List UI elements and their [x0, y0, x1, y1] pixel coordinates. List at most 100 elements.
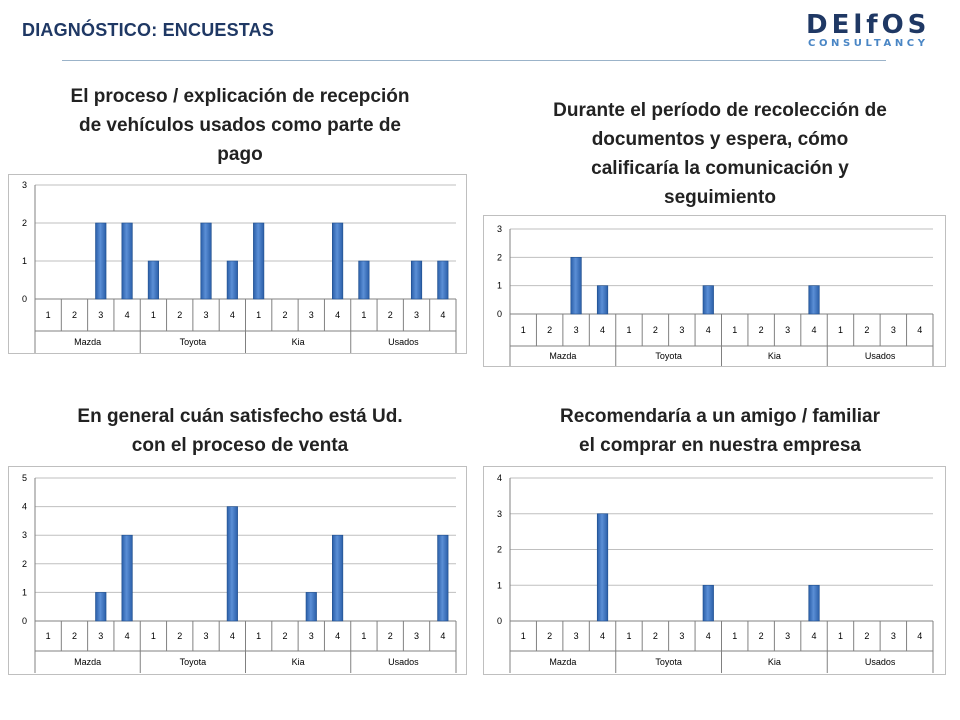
chart-1-svg: 0 1 2 3 1 2 3 4 1 2 3 4 1 2 3 4 1 2 3 4 Mazda Toyota Kia Usados [22, 180, 457, 353]
x-tick-label: 4 [335, 310, 340, 320]
x-tick-label: 2 [759, 631, 764, 641]
x-tick-label: 1 [151, 310, 156, 320]
chart-3: 0 1 2 3 4 5 1 2 3 4 1 2 3 4 1 2 3 4 1 2 3 4 Mazda Toyota Kia Usad… [8, 466, 467, 675]
group-label: Mazda [549, 351, 576, 361]
x-tick-label: 4 [812, 325, 817, 335]
y-tick-label: 0 [497, 309, 502, 319]
chart-4-title-line: Recomendaría a un amigo / familiar [560, 406, 880, 427]
bar [121, 222, 133, 300]
x-tick-label: 4 [125, 631, 130, 641]
x-tick-label: 2 [864, 631, 869, 641]
x-tick-label: 3 [204, 631, 209, 641]
chart-3-title-line: con el proceso de venta [131, 435, 349, 456]
x-tick-label: 1 [361, 631, 366, 641]
x-tick-label: 1 [256, 631, 261, 641]
x-tick-label: 1 [626, 631, 631, 641]
x-tick-label: 3 [414, 310, 419, 320]
chart-3-title: En general cuán satisfecho está Ud. con … [18, 402, 462, 460]
x-tick-label: 2 [177, 310, 182, 320]
x-tick-label: 2 [177, 631, 182, 641]
y-tick-label: 4 [497, 473, 502, 483]
chart-2-title-line: documentos y espera, cómo [591, 129, 849, 150]
y-tick-label: 1 [497, 281, 502, 291]
x-tick-label: 3 [414, 631, 419, 641]
x-tick-label: 4 [917, 325, 922, 335]
bar [121, 534, 133, 622]
bar [808, 584, 820, 622]
logo-tagline: CONSULTANCY [808, 38, 929, 49]
bar [200, 222, 212, 300]
x-tick-label: 3 [309, 310, 314, 320]
y-tick-label: 3 [22, 180, 27, 190]
bar [147, 260, 159, 300]
x-tick-label: 4 [440, 631, 445, 641]
x-tick-label: 3 [891, 631, 896, 641]
x-tick-label: 2 [864, 325, 869, 335]
x-tick-label: 4 [230, 631, 235, 641]
x-tick-label: 3 [891, 325, 896, 335]
x-tick-label: 2 [282, 310, 287, 320]
x-tick-label: 4 [230, 310, 235, 320]
y-tick-label: 2 [497, 545, 502, 555]
bar [332, 222, 344, 300]
y-tick-label: 5 [22, 473, 27, 483]
bar [437, 260, 449, 300]
y-tick-label: 0 [22, 294, 27, 304]
chart-1-title: El proceso / explicación de recepción de… [18, 82, 462, 169]
bar [253, 222, 265, 300]
chart-1-title-line: pago [217, 144, 263, 165]
x-tick-label: 3 [574, 325, 579, 335]
x-tick-label: 3 [679, 631, 684, 641]
y-tick-label: 1 [22, 587, 27, 597]
y-tick-label: 2 [22, 218, 27, 228]
chart-4-title: Recomendaría a un amigo / familiar el co… [494, 402, 946, 460]
chart-4-svg: 0 1 2 3 4 1 2 3 4 1 2 3 4 1 2 3 4 1 2 3 4 Mazda Toyota Kia Usado… [497, 473, 934, 673]
chart-3-svg: 0 1 2 3 4 5 1 2 3 4 1 2 3 4 1 2 3 4 1 2 3 4 Mazda Toyota Kia Usad… [22, 473, 457, 673]
x-tick-label: 2 [653, 325, 658, 335]
group-label: Usados [388, 337, 419, 347]
x-tick-label: 1 [46, 631, 51, 641]
x-tick-label: 4 [335, 631, 340, 641]
y-tick-label: 3 [22, 530, 27, 540]
group-label: Kia [292, 657, 305, 667]
x-tick-label: 1 [626, 325, 631, 335]
x-tick-label: 3 [309, 631, 314, 641]
y-tick-label: 3 [497, 509, 502, 519]
chart-1: 0 1 2 3 1 2 3 4 1 2 3 4 1 2 3 4 1 2 3 4 Mazda Toyota Kia Usados [8, 174, 467, 354]
chart-2: 0 1 2 3 1 2 3 4 1 2 3 4 1 2 3 4 1 2 3 4 Mazda Toyota Kia Usados [483, 215, 946, 367]
x-tick-label: 3 [204, 310, 209, 320]
logo-wordmark: DElfOS [806, 10, 931, 40]
x-tick-label: 3 [574, 631, 579, 641]
x-tick-label: 2 [282, 631, 287, 641]
x-tick-label: 4 [125, 310, 130, 320]
x-tick-label: 1 [521, 631, 526, 641]
x-tick-label: 2 [72, 631, 77, 641]
bar [437, 534, 449, 622]
group-label: Kia [768, 657, 781, 667]
y-tick-label: 1 [22, 256, 27, 266]
bar [95, 222, 107, 300]
x-tick-label: 2 [388, 310, 393, 320]
bar [358, 260, 370, 300]
x-tick-label: 1 [732, 325, 737, 335]
page-title: DIAGNÓSTICO: ENCUESTAS [22, 20, 275, 40]
chart-2-title-line: Durante el período de recolección de [553, 100, 887, 121]
chart-1-title-line: El proceso / explicación de recepción [70, 86, 410, 107]
header-divider [62, 60, 886, 61]
x-tick-label: 2 [653, 631, 658, 641]
x-tick-label: 2 [547, 325, 552, 335]
company-logo: DElfOS CONSULTANCY [806, 10, 946, 50]
x-tick-label: 3 [785, 631, 790, 641]
group-label: Toyota [655, 657, 682, 667]
group-label: Mazda [74, 337, 101, 347]
chart-3-title-line: En general cuán satisfecho está Ud. [77, 406, 403, 427]
bar [702, 584, 714, 622]
bar [410, 260, 423, 300]
x-tick-label: 1 [838, 631, 843, 641]
bar [332, 534, 344, 622]
x-tick-label: 4 [440, 310, 445, 320]
bar [95, 592, 107, 622]
bar [808, 285, 820, 315]
group-label: Kia [292, 337, 305, 347]
x-tick-label: 1 [521, 325, 526, 335]
